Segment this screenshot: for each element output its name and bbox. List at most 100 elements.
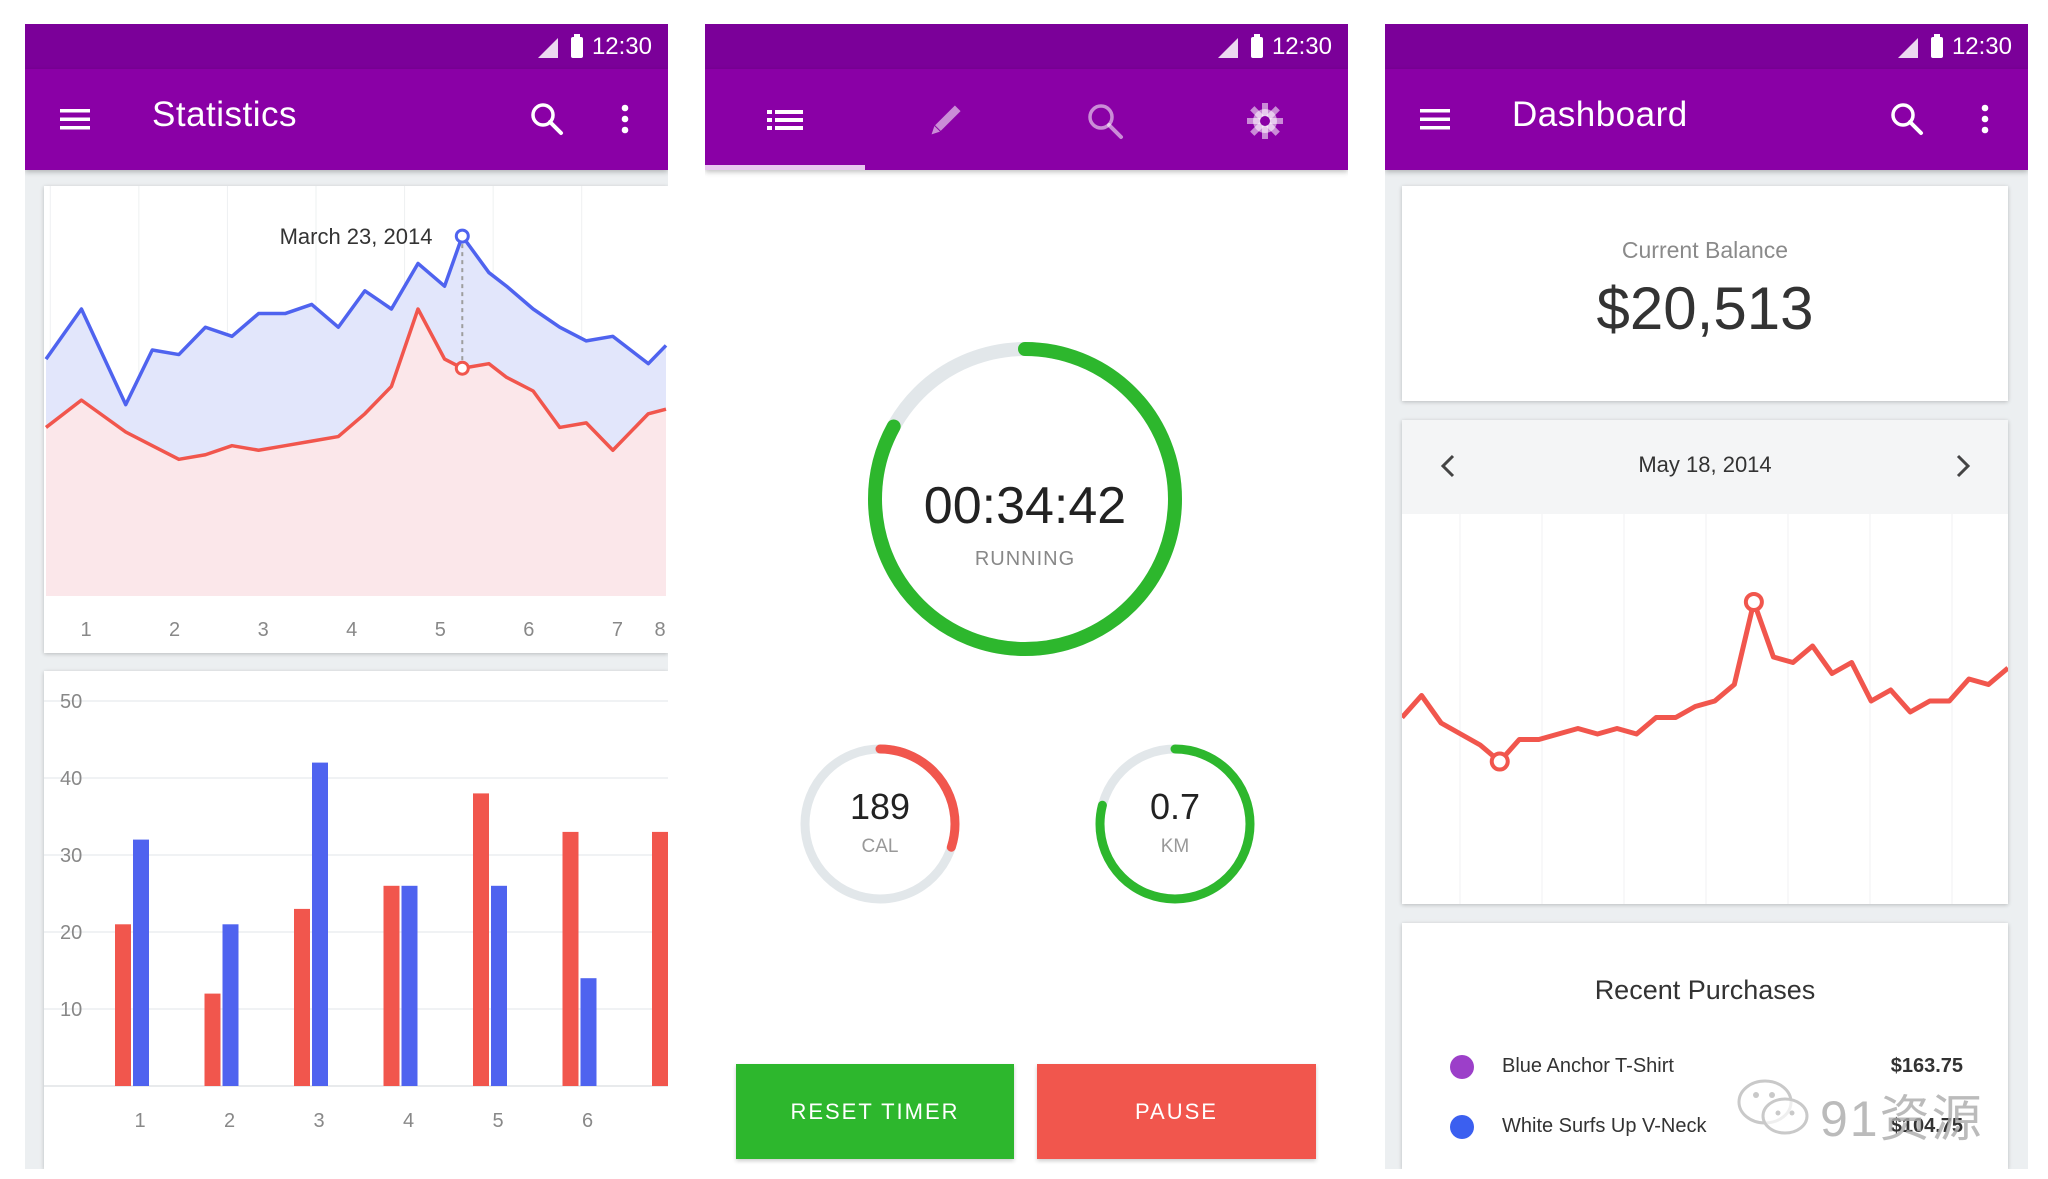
signal-icon — [1218, 38, 1238, 58]
distance-value: 0.7 — [1149, 786, 1201, 827]
y-tick-label: 30 — [60, 845, 82, 867]
status-time: 12:30 — [1271, 33, 1332, 60]
tab-edit[interactable] — [865, 69, 1025, 170]
app-bar: Dashboard — [1385, 69, 2028, 170]
bar-blue — [133, 839, 149, 1086]
x-tick-label: 1 — [80, 619, 91, 641]
status-bar: 12:30 — [25, 24, 668, 69]
timer-status: RUNNING — [974, 548, 1076, 570]
x-tick-label: 2 — [224, 1110, 235, 1132]
calories-ring — [800, 744, 960, 904]
status-bar: 12:30 — [1385, 24, 2028, 69]
chevron-right-icon[interactable] — [1947, 451, 1977, 481]
highlight-point-red — [454, 360, 470, 376]
balance-label: Current Balance — [1621, 237, 1789, 263]
search-icon — [1088, 104, 1123, 139]
battery-icon — [1931, 34, 1943, 58]
purchase-row[interactable]: White Surfs Up V-Neck $104.75 — [1402, 1115, 2008, 1155]
x-tick-label: 5 — [492, 1110, 503, 1132]
tab-bar — [705, 69, 1348, 170]
status-bar: 12:30 — [705, 24, 1348, 69]
x-tick-label: 5 — [435, 619, 446, 641]
balance-card: Current Balance $20,513 — [1402, 186, 2008, 401]
red-series-line — [44, 307, 667, 462]
bar-red — [204, 993, 221, 1086]
bar-red — [383, 885, 400, 1086]
status-time: 12:30 — [1951, 33, 2012, 60]
bar-blue — [491, 885, 507, 1086]
list-icon — [767, 110, 803, 130]
dashboard-screen: 12:30 Dashboard Current Balance $20,513 … — [1385, 24, 2028, 1169]
x-tick-label: 6 — [582, 1110, 593, 1132]
more-vert-icon[interactable] — [1965, 99, 2005, 139]
bar-red — [562, 831, 579, 1086]
daily-chart-card: May 18, 2014 — [1402, 420, 2008, 904]
purchase-color-dot — [1450, 1115, 1474, 1139]
app-bar: Statistics — [25, 69, 668, 170]
bar-red — [294, 908, 310, 1086]
purchases-title: Recent Purchases — [1594, 975, 1816, 1005]
chevron-left-icon[interactable] — [1434, 451, 1464, 481]
bar-chart-card: 50 40 30 20 10 1 2 3 4 5 6 — [44, 671, 668, 1169]
page-title: Statistics — [152, 95, 298, 134]
x-tick-label: 3 — [313, 1110, 324, 1132]
max-point — [1743, 592, 1764, 612]
bar-blue — [401, 885, 418, 1086]
search-icon[interactable] — [527, 99, 567, 139]
pencil-icon — [931, 105, 961, 135]
bar-red — [115, 924, 131, 1086]
search-icon[interactable] — [1887, 99, 1927, 139]
signal-icon — [538, 38, 558, 58]
gear-icon — [1247, 103, 1283, 139]
battery-icon — [571, 34, 583, 58]
purchase-name: Blue Anchor T-Shirt — [1502, 1055, 1674, 1077]
chart-date: May 18, 2014 — [1638, 452, 1772, 477]
purchase-name: White Surfs Up V-Neck — [1502, 1115, 1707, 1137]
distance-ring — [1095, 744, 1255, 904]
purchase-price: $104.75 — [1890, 1115, 1963, 1137]
y-tick-label: 20 — [60, 922, 82, 944]
statistics-screen: 12:30 Statistics 1 2 3 4 5 6 7 8 March 23, 2014… — [25, 24, 668, 1169]
tab-list[interactable] — [705, 69, 865, 170]
min-point — [1489, 751, 1510, 772]
bar-blue — [222, 924, 239, 1086]
balance-line — [1402, 599, 2008, 764]
purchase-row[interactable]: Blue Anchor T-Shirt $163.75 — [1402, 1055, 2008, 1095]
daily-line-chart — [1402, 514, 2008, 904]
balance-value: $20,513 — [1596, 275, 1814, 342]
blue-series-line — [44, 234, 668, 407]
purchase-price: $163.75 — [1890, 1055, 1963, 1077]
menu-icon[interactable] — [55, 99, 95, 139]
status-time: 12:30 — [591, 33, 652, 60]
x-tick-label: 3 — [258, 619, 269, 641]
x-tick-label: 4 — [346, 619, 357, 641]
chart-title: March 23, 2014 — [279, 224, 433, 249]
pause-button[interactable]: PAUSE — [1037, 1064, 1316, 1159]
menu-icon[interactable] — [1415, 99, 1455, 139]
reset-timer-button[interactable]: RESET TIMER — [736, 1064, 1014, 1159]
timer-readout: 00:34:42 — [923, 477, 1127, 535]
x-tick-label: 4 — [403, 1110, 414, 1132]
distance-unit: KM — [1160, 836, 1190, 857]
timer-screen: 12:30 — [705, 24, 1348, 1169]
tab-settings[interactable] — [1185, 69, 1345, 170]
wechat-logo-icon — [1737, 1079, 1809, 1135]
bar-red — [473, 793, 489, 1086]
calories-unit: CAL — [861, 836, 899, 857]
bar-blue — [312, 762, 328, 1086]
page-title: Dashboard — [1512, 95, 1688, 134]
x-axis-band — [44, 596, 668, 653]
bar-chart: 50 40 30 20 10 1 2 3 4 5 6 — [44, 691, 668, 1132]
timer-progress-ring — [868, 342, 1182, 656]
y-tick-label: 50 — [60, 691, 82, 713]
purchase-color-dot — [1450, 1055, 1474, 1079]
tab-search[interactable] — [1025, 69, 1185, 170]
x-tick-label: 7 — [612, 619, 623, 641]
more-vert-icon[interactable] — [605, 99, 645, 139]
y-tick-label: 40 — [60, 768, 82, 790]
battery-icon — [1251, 34, 1263, 58]
highlight-point-blue — [454, 228, 470, 244]
signal-icon — [1898, 38, 1918, 58]
bar-red — [652, 831, 668, 1086]
x-tick-label: 8 — [654, 619, 665, 641]
